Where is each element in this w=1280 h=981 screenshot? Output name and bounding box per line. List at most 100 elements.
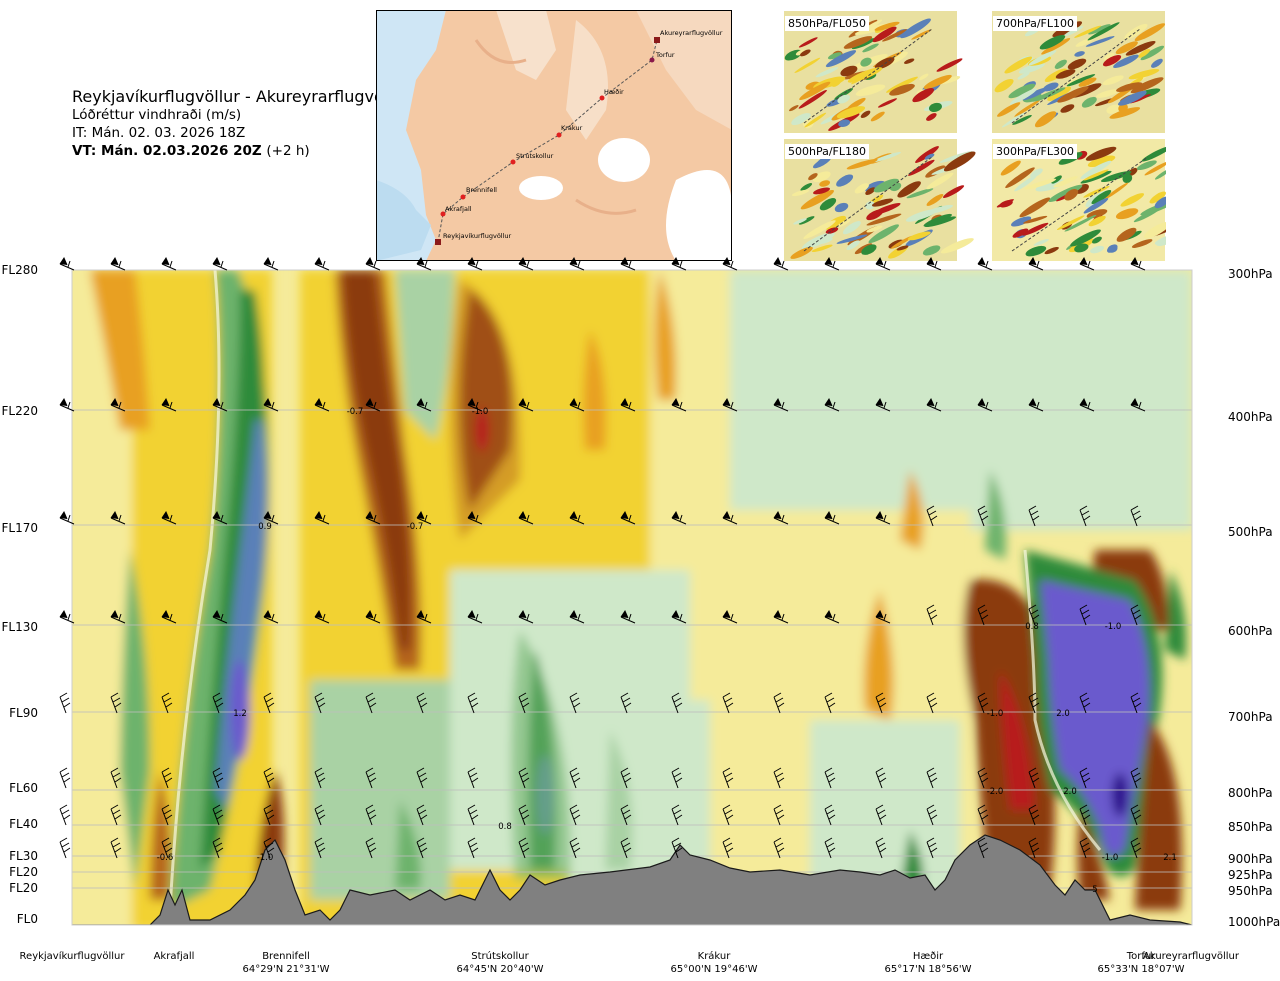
- wind-barb: [824, 609, 840, 624]
- fl-label: FL90: [9, 706, 38, 720]
- wind-barb: [1028, 692, 1040, 714]
- panel-label-850: 850hPa/FL050: [785, 16, 870, 31]
- wind-barb: [926, 604, 938, 626]
- wind-barb: [671, 767, 683, 789]
- wind-barb: [824, 256, 840, 271]
- wind-barb: [212, 767, 224, 789]
- wind-barb: [161, 692, 173, 714]
- wind-barb: [110, 837, 122, 859]
- wind-barb: [161, 397, 177, 412]
- fl-label: FL60: [9, 781, 38, 795]
- contour-label: 2.0: [1056, 709, 1070, 719]
- wind-barb: [518, 510, 534, 525]
- wind-barb: [59, 256, 75, 271]
- wind-barb: [671, 256, 687, 271]
- wind-barb: [59, 510, 75, 525]
- panel-label-500: 500hPa/FL180: [785, 144, 870, 159]
- wind-barb: [263, 256, 279, 271]
- wind-barb: [212, 692, 224, 714]
- wind-barb: [1079, 767, 1091, 789]
- map-label: Krákur: [561, 124, 583, 132]
- wind-barb: [722, 397, 738, 412]
- contour-label: -1.0: [1102, 853, 1119, 863]
- wind-barb: [1130, 397, 1146, 412]
- wind-barb: [875, 837, 887, 859]
- wind-barb: [875, 510, 891, 525]
- map-point: [460, 194, 466, 200]
- wind-barb: [110, 609, 126, 624]
- wind-barb: [926, 256, 942, 271]
- wind-barb: [59, 692, 71, 714]
- wind-barb: [518, 692, 530, 714]
- wind-barb: [467, 767, 479, 789]
- terrain: [72, 834, 1192, 925]
- wind-barb: [416, 804, 428, 826]
- wind-barb: [1130, 767, 1142, 789]
- wind-barb: [59, 767, 71, 789]
- wind-barb: [110, 692, 122, 714]
- wind-barb: [212, 804, 224, 826]
- wind-barb: [314, 767, 326, 789]
- contour-label: 0.9: [258, 522, 272, 532]
- map-point-destination: [654, 37, 660, 43]
- location-label: Reykjavíkurflugvöllur: [19, 951, 125, 962]
- map-point: [510, 159, 516, 165]
- wind-barb: [773, 256, 789, 271]
- wind-barb: [977, 604, 989, 626]
- wind-barb: [722, 609, 738, 624]
- wind-barb: [773, 609, 789, 624]
- wind-barb: [365, 510, 381, 525]
- wind-barb: [416, 692, 428, 714]
- contour-label: 2.0: [1063, 787, 1077, 797]
- wind-barb: [1028, 804, 1040, 826]
- wind-barb: [569, 767, 581, 789]
- wind-barb: [620, 397, 636, 412]
- wind-barb: [365, 256, 381, 271]
- wind-barb: [671, 397, 687, 412]
- wind-barb: [569, 609, 585, 624]
- wind-barb: [212, 837, 224, 859]
- wind-barb: [671, 837, 683, 859]
- wind-barb: [620, 692, 632, 714]
- route-title: Reykjavíkurflugvöllur - Akureyrarflugvöl…: [72, 87, 410, 106]
- wind-barb: [263, 609, 279, 624]
- valid-time: VT: Mán. 02.03.2026 20Z (+2 h): [72, 142, 409, 160]
- wind-barb: [1028, 837, 1040, 859]
- location-label: Hæðir 65°17'N 18°56'W: [884, 951, 972, 975]
- wind-barb: [518, 397, 534, 412]
- map-label: Akrafjall: [445, 205, 472, 213]
- contour-label: -1.0: [1105, 622, 1122, 632]
- wind-barb: [926, 767, 938, 789]
- fl-label: FL170: [1, 521, 39, 535]
- wind-barb: [1130, 505, 1142, 527]
- wind-barb: [722, 804, 734, 826]
- parameter-label: Lóðréttur vindhraði (m/s): [72, 107, 242, 123]
- contour-label: 1.2: [233, 709, 247, 719]
- wind-barb: [518, 256, 534, 271]
- level-panel-field: [784, 11, 963, 133]
- wind-barb: [161, 767, 173, 789]
- wind-barb: [161, 804, 173, 826]
- wind-barb: [722, 510, 738, 525]
- wind-barb: [314, 837, 326, 859]
- fl-label: FL40: [9, 817, 38, 831]
- wind-barb: [977, 692, 989, 714]
- wind-barb: [875, 397, 891, 412]
- wind-barb: [1028, 604, 1040, 626]
- level-panels: [784, 11, 1166, 261]
- fl-label: FL20: [9, 881, 38, 895]
- wind-barb: [110, 510, 126, 525]
- map-point: [599, 95, 605, 101]
- contour-label: -0.7: [407, 522, 424, 532]
- panel-label-700: 700hPa/FL100: [993, 16, 1078, 31]
- hpa-label: 925hPa: [1228, 868, 1273, 882]
- map-label: Akureyrarflugvöllur: [660, 29, 723, 37]
- wind-barb: [59, 837, 71, 859]
- wind-barb: [518, 609, 534, 624]
- wind-barb: [722, 837, 734, 859]
- location-label: Akureyrarflugvöllur: [1142, 951, 1240, 962]
- wind-barb: [467, 692, 479, 714]
- wind-barb: [620, 767, 632, 789]
- wind-barb: [722, 256, 738, 271]
- valid-time-value: VT: Mán. 02.03.2026 20Z: [72, 143, 262, 159]
